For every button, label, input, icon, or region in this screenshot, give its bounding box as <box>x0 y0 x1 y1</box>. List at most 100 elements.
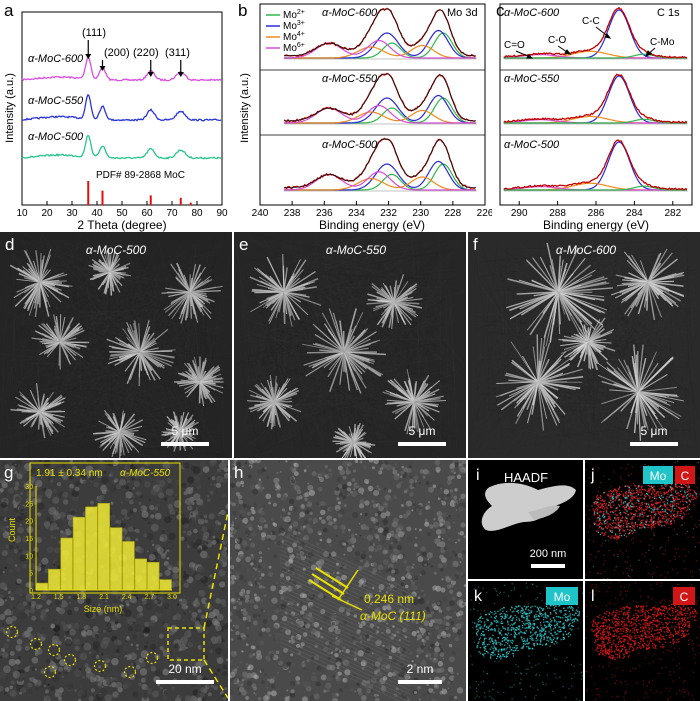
background-texture <box>44 301 75 440</box>
background-texture <box>19 360 209 389</box>
nanosheet-flake <box>399 397 415 403</box>
nanosheet-flake <box>39 269 52 283</box>
background-texture <box>311 272 343 302</box>
series-line <box>21 93 222 122</box>
background-texture <box>397 345 429 354</box>
background-texture <box>78 239 191 346</box>
background-texture <box>616 305 650 445</box>
background-texture <box>294 252 431 406</box>
background-texture <box>357 397 380 412</box>
background-texture <box>553 268 640 318</box>
nanosheet-flake <box>278 291 285 313</box>
nanosheet-flake <box>199 381 213 404</box>
nanosheet-flake <box>389 285 395 303</box>
background-texture <box>589 269 612 302</box>
background-texture <box>103 239 224 344</box>
nanosheet-flake <box>132 323 141 353</box>
background-texture <box>329 407 423 413</box>
background-texture <box>667 273 699 422</box>
x-tick-label: 284 <box>626 208 643 219</box>
background-texture <box>155 414 161 436</box>
background-texture <box>60 398 101 447</box>
background-texture <box>619 352 632 451</box>
background-texture <box>531 235 581 259</box>
background-texture <box>516 331 525 339</box>
background-texture <box>76 294 137 338</box>
background-texture <box>282 284 312 437</box>
background-texture <box>587 255 661 257</box>
background-texture <box>314 364 347 401</box>
nanosheet-flake <box>168 291 191 317</box>
background-texture <box>479 257 615 278</box>
background-texture <box>610 328 673 331</box>
nanosheet-flake <box>59 314 62 343</box>
background-texture <box>469 251 486 326</box>
background-texture <box>263 329 393 440</box>
nanosheet-flake <box>413 383 417 403</box>
nanosheet-flake <box>39 411 46 439</box>
background-texture <box>609 436 632 446</box>
background-texture <box>143 276 176 371</box>
nanosheet-flake <box>413 397 441 403</box>
background-texture <box>356 274 384 353</box>
background-texture <box>39 252 111 260</box>
nanosheet-flake <box>109 271 113 296</box>
background-texture <box>380 345 413 393</box>
background-texture <box>73 369 85 386</box>
nanosheet-flake <box>266 256 285 293</box>
background-texture <box>27 371 150 396</box>
background-texture <box>65 276 118 422</box>
background-texture <box>89 316 195 432</box>
background-texture <box>356 255 445 411</box>
background-texture <box>480 425 598 440</box>
background-texture <box>31 244 157 252</box>
background-texture <box>184 306 194 328</box>
background-texture <box>395 328 401 358</box>
background-texture <box>302 261 432 269</box>
background-texture <box>157 237 185 375</box>
background-texture <box>300 385 449 444</box>
background-texture <box>681 259 698 458</box>
background-texture <box>188 266 230 384</box>
background-texture <box>434 306 448 361</box>
background-texture <box>28 239 91 422</box>
background-texture <box>508 314 628 429</box>
background-texture <box>548 256 685 369</box>
nanosheet-flake <box>499 381 539 397</box>
background-texture <box>119 355 178 443</box>
nanosheet-flake <box>255 395 275 403</box>
background-texture <box>537 241 657 414</box>
nanosheet-flake <box>283 291 293 327</box>
component-curve <box>503 118 687 124</box>
background-texture <box>2 237 148 269</box>
background-texture <box>355 359 440 404</box>
background-texture <box>327 292 436 355</box>
background-texture <box>479 255 541 330</box>
nanosheet-flake <box>139 351 174 364</box>
background-texture <box>507 248 653 371</box>
background-texture <box>330 286 458 289</box>
nanosheet-flake <box>199 381 224 394</box>
background-texture <box>559 315 569 445</box>
background-texture <box>125 239 199 433</box>
background-texture <box>602 301 632 432</box>
background-texture <box>606 304 653 414</box>
background-texture <box>505 276 508 350</box>
background-texture <box>261 372 432 382</box>
background-texture <box>540 254 646 278</box>
fit-envelope <box>284 8 476 57</box>
nanosheet-flake <box>587 317 606 343</box>
background-texture <box>341 336 430 426</box>
background-texture <box>335 306 388 415</box>
background-texture <box>543 360 678 425</box>
x-tick-label: 282 <box>664 208 681 219</box>
nanosheet-flake <box>537 363 570 383</box>
background-texture <box>25 256 204 436</box>
background-texture <box>356 337 378 446</box>
nanosheet-flake <box>179 431 196 436</box>
background-texture <box>41 249 128 314</box>
nanosheet-flake <box>522 355 539 383</box>
background-texture <box>152 288 204 424</box>
component-curve <box>284 39 476 59</box>
background-texture <box>537 372 609 429</box>
